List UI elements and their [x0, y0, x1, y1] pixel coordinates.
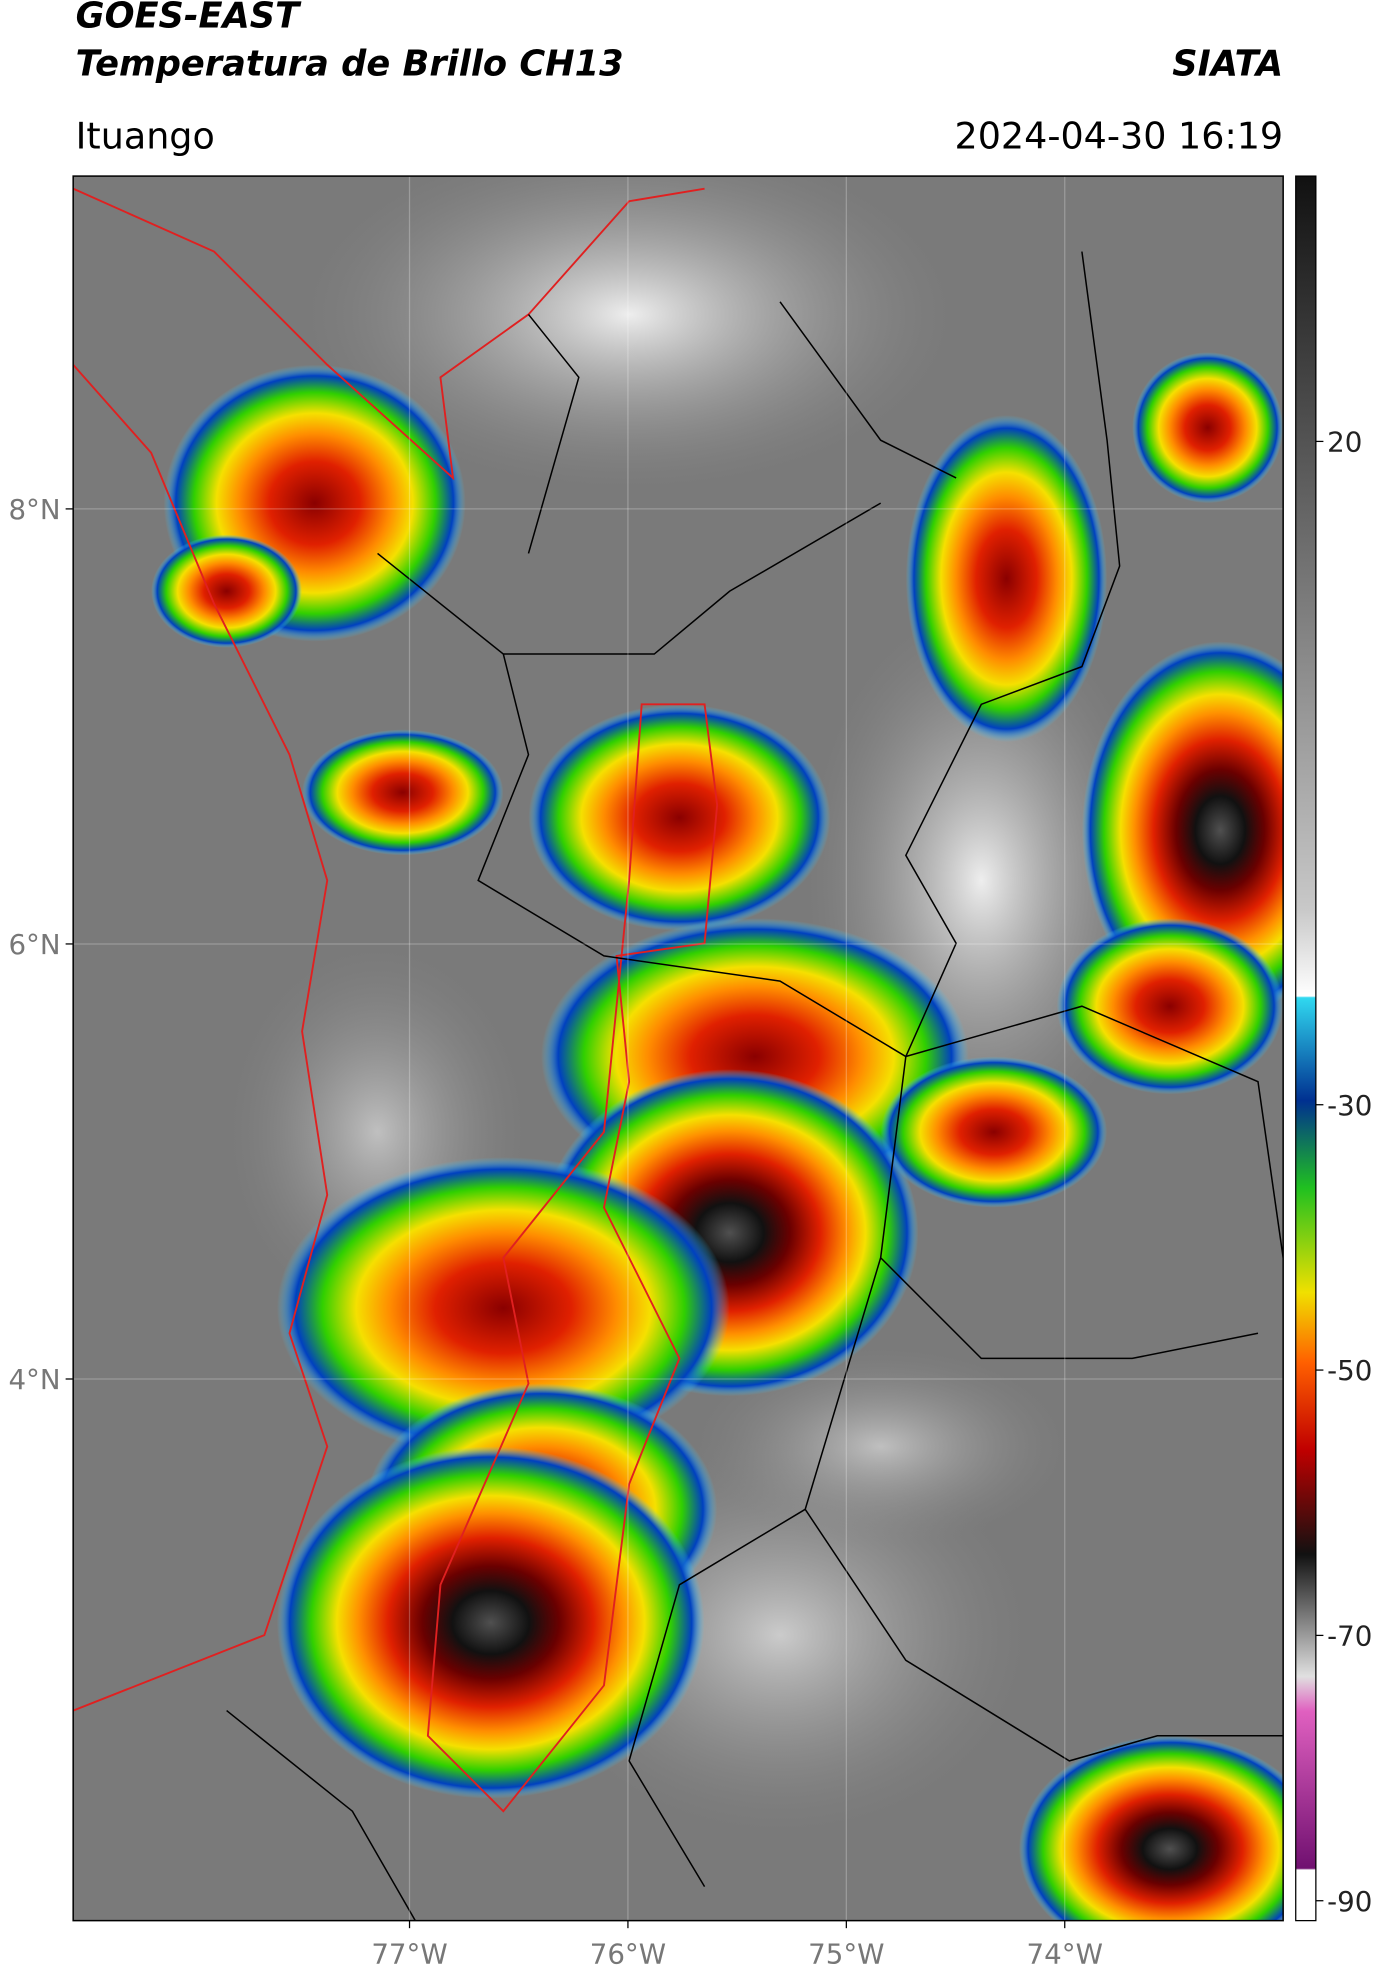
lat-tick-label: 6°N	[8, 928, 60, 961]
source: SIATA	[1172, 43, 1283, 84]
lon-tick-label: 75°W	[808, 1937, 884, 1970]
map-frame	[72, 175, 1284, 1922]
location: Ituango	[76, 114, 215, 157]
lat-tick-label: 8°N	[8, 493, 60, 526]
subtitle: Temperatura de Brillo CH13	[76, 43, 624, 84]
colorbar-tick-label: -30	[1327, 1089, 1372, 1122]
colorbar-tick-label: 20	[1327, 425, 1362, 458]
lon-tick-label: 74°W	[1027, 1937, 1103, 1970]
colorbar-tick-label: -90	[1327, 1885, 1372, 1918]
datetime: 2024-04-30 16:19	[955, 114, 1284, 157]
title: GOES-EAST	[76, 0, 302, 37]
grid	[73, 176, 1284, 1921]
lon-tick-label: 76°W	[590, 1937, 666, 1970]
colorbar-tick-label: -70	[1327, 1619, 1372, 1652]
lat-tick-label: 4°N	[8, 1363, 60, 1396]
lon-tick-label: 77°W	[371, 1937, 447, 1970]
colorbar	[1295, 175, 1317, 1922]
satellite-image	[73, 176, 1284, 1921]
colorbar-tick-label: -50	[1327, 1354, 1372, 1387]
